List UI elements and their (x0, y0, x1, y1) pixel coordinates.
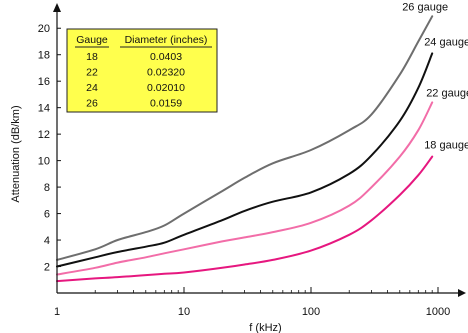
table-cell-gauge: 26 (86, 98, 98, 110)
series-line-18-gauge (56, 155, 434, 283)
table-cell-gauge: 24 (86, 82, 98, 94)
series-line-24-gauge (56, 52, 434, 268)
table-cell-diameter: 0.0159 (150, 98, 182, 110)
x-tick-label: 1 (54, 306, 60, 318)
series-label-24-gauge: 24 gauge (424, 36, 468, 48)
x-axis-label: f (kHz) (249, 322, 281, 333)
y-tick-label: 6 (44, 209, 50, 221)
series-line-22-gauge (56, 101, 434, 276)
table-row: 18 0.0403 (86, 51, 182, 63)
table-cell-diameter: 0.02320 (147, 67, 185, 79)
table-row: 24 0.02010 (86, 82, 185, 94)
table-header-gauge: Gauge (76, 34, 108, 46)
y-axis-label: Attenuation (dB/km) (10, 105, 22, 202)
table-header-diameter: Diameter (inches) (125, 34, 208, 46)
series-label-18-gauge: 18 gauge (424, 140, 468, 152)
table-row: 22 0.02320 (86, 67, 185, 79)
table-cell-diameter: 0.0403 (150, 51, 182, 63)
y-tick-label: 16 (38, 76, 50, 88)
x-tick-label: 1000 (426, 306, 450, 318)
y-tick-label: 12 (38, 129, 50, 141)
y-tick-label: 4 (44, 235, 50, 247)
y-tick-label: 8 (44, 182, 50, 194)
table-cell-gauge: 22 (86, 67, 98, 79)
x-axis-arrow (458, 289, 466, 297)
table-background (66, 28, 218, 113)
table-row: 26 0.0159 (86, 98, 182, 110)
y-tick-label: 10 (38, 156, 50, 168)
x-tick-label: 100 (302, 306, 320, 318)
series-line-26-gauge (56, 15, 434, 261)
table-cell-gauge: 18 (86, 51, 98, 63)
y-tick-label: 2 (44, 262, 50, 274)
x-tick-label: 10 (178, 306, 190, 318)
series-label-22-gauge: 22 gauge (426, 87, 468, 99)
y-tick-label: 18 (38, 50, 50, 62)
y-axis-arrow (53, 3, 61, 12)
table-cell-diameter: 0.02010 (147, 82, 185, 94)
series-label-26-gauge: 26 gauge (402, 1, 448, 13)
y-tick-label: 14 (38, 103, 50, 115)
series-lines: 26 gauge 24 gauge 22 gauge 18 gauge (56, 1, 468, 283)
y-tick-label: 20 (38, 23, 50, 35)
